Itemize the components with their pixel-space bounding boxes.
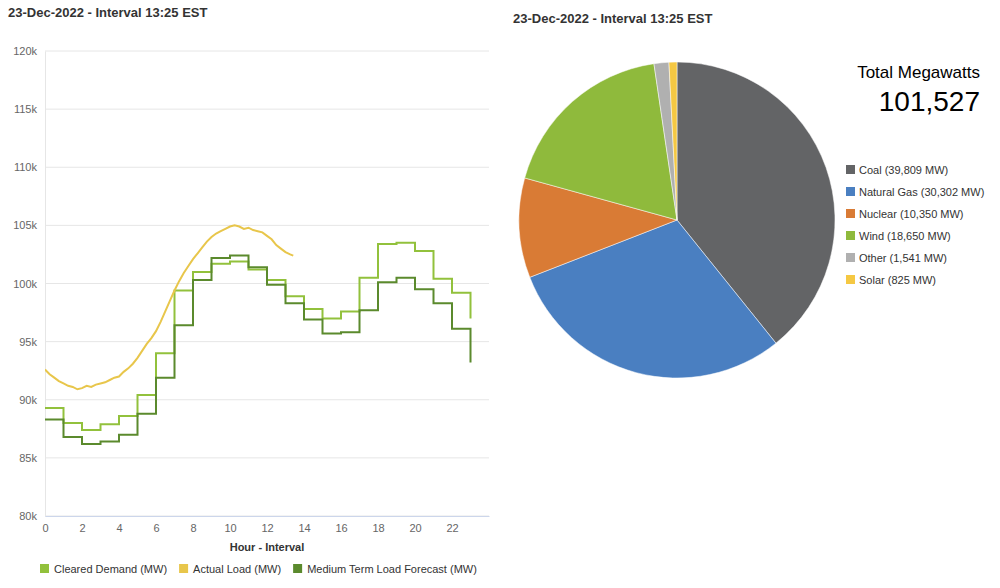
x-axis-line: [46, 516, 490, 517]
grid-line: [45, 341, 489, 342]
x-tick-label: 20: [409, 522, 421, 534]
legend-swatch: [293, 564, 302, 573]
y-tick-label: 95k: [19, 336, 37, 348]
x-tick-label: 22: [446, 522, 458, 534]
x-axis-title: Hour - Interval: [230, 541, 305, 553]
y-tick-label: 120k: [13, 45, 37, 57]
series-line: [45, 225, 293, 389]
pie-slice: [654, 62, 677, 220]
y-tick-label: 80k: [19, 510, 37, 522]
x-tick-label: 14: [298, 522, 310, 534]
y-tick: 105k: [13, 219, 45, 231]
chart-svg: 23-Dec-2022 - Interval 13:25 EST 80k 85k 90…: [0, 0, 1000, 588]
grid-line: [45, 516, 489, 517]
x-tick: 18: [372, 516, 384, 534]
x-tick-label: 2: [79, 522, 85, 534]
y-tick: 95k: [19, 336, 45, 348]
y-tick-label: 100k: [13, 278, 37, 290]
y-tick: 100k: [13, 278, 45, 290]
x-tick: 10: [224, 516, 236, 534]
y-axis-line: [45, 52, 46, 517]
legend-swatch: [40, 564, 49, 573]
chart-root: 23-Dec-2022 - Interval 13:25 EST 80k 85k 90…: [0, 0, 1000, 588]
legend-swatch: [846, 275, 855, 284]
pie-slice: [525, 64, 677, 220]
y-tick-label: 105k: [13, 219, 37, 231]
chart-title: 23-Dec-2022 - Interval 13:25 EST: [8, 5, 207, 20]
x-tick-label: 8: [190, 522, 196, 534]
legend-swatch: [846, 231, 855, 240]
y-tick: 80k: [19, 510, 45, 522]
y-tick-label: 115k: [14, 103, 38, 115]
line-chart: 23-Dec-2022 - Interval 13:25 EST 80k 85k 90…: [8, 5, 490, 575]
legend-label: Actual Load (MW): [193, 563, 281, 575]
y-tick: 90k: [19, 394, 45, 406]
series-line: [45, 243, 471, 430]
y-tick: 120k: [13, 45, 45, 57]
x-tick: 6: [153, 516, 159, 534]
legend-label: Other (1,541 MW): [859, 252, 947, 264]
y-tick: 115k: [14, 103, 45, 115]
y-axis: 80k 85k 90k 95k 100k 105k 110k 115k 120k: [13, 45, 45, 522]
plot-area: [45, 225, 471, 444]
total-value: 101,527: [879, 86, 980, 117]
legend-label: Nuclear (10,350 MW): [859, 208, 964, 220]
legend-swatch: [179, 564, 188, 573]
x-tick-label: 12: [261, 522, 273, 534]
y-tick-label: 110k: [14, 161, 38, 173]
legend-label: Solar (825 MW): [859, 274, 936, 286]
legend: Coal (39,809 MW) Natural Gas (30,302 MW) N…: [846, 164, 984, 286]
grid-line: [45, 399, 489, 400]
x-tick-label: 18: [372, 522, 384, 534]
x-tick: 12: [261, 516, 273, 534]
total-label: Total Megawatts: [857, 63, 980, 82]
chart-title: 23-Dec-2022 - Interval 13:25 EST: [513, 11, 712, 26]
legend-swatch: [846, 253, 855, 262]
legend-label: Cleared Demand (MW): [54, 563, 167, 575]
legend-label: Natural Gas (30,302 MW): [859, 186, 984, 198]
x-axis: 0 2 4 6 8 10 12 14 16 18 20 22: [42, 516, 489, 534]
pie-chart: 23-Dec-2022 - Interval 13:25 EST Total Me…: [513, 11, 984, 378]
legend-swatch: [846, 187, 855, 196]
grid-line: [45, 457, 489, 458]
x-tick-label: 16: [335, 522, 347, 534]
x-tick: 8: [190, 516, 196, 534]
pie-slice: [669, 62, 677, 220]
grid-line: [45, 167, 489, 168]
grid-line: [45, 225, 489, 226]
y-tick: 85k: [19, 452, 45, 464]
x-tick: 20: [409, 516, 421, 534]
grid: [45, 51, 489, 516]
series-line: [45, 256, 471, 444]
x-tick: 4: [116, 516, 122, 534]
x-tick-label: 4: [116, 522, 122, 534]
x-tick: 0: [42, 516, 48, 534]
y-tick-label: 90k: [19, 394, 37, 406]
x-tick: 2: [79, 516, 85, 534]
legend: Cleared Demand (MW) Actual Load (MW) Mediu…: [40, 563, 477, 575]
x-tick: 22: [446, 516, 458, 534]
x-tick-label: 0: [42, 522, 48, 534]
x-tick: 16: [335, 516, 347, 534]
legend-label: Medium Term Load Forecast (MW): [307, 563, 477, 575]
x-tick-label: 10: [224, 522, 236, 534]
pie-slices: [519, 62, 835, 378]
legend-label: Coal (39,809 MW): [859, 164, 948, 176]
x-tick-label: 6: [153, 522, 159, 534]
legend-swatch: [846, 165, 855, 174]
legend-label: Wind (18,650 MW): [859, 230, 951, 242]
y-tick-label: 85k: [19, 452, 37, 464]
y-tick: 110k: [14, 161, 45, 173]
grid-line: [45, 51, 489, 52]
legend-swatch: [846, 209, 855, 218]
grid-line: [45, 109, 489, 110]
x-tick: 14: [298, 516, 310, 534]
